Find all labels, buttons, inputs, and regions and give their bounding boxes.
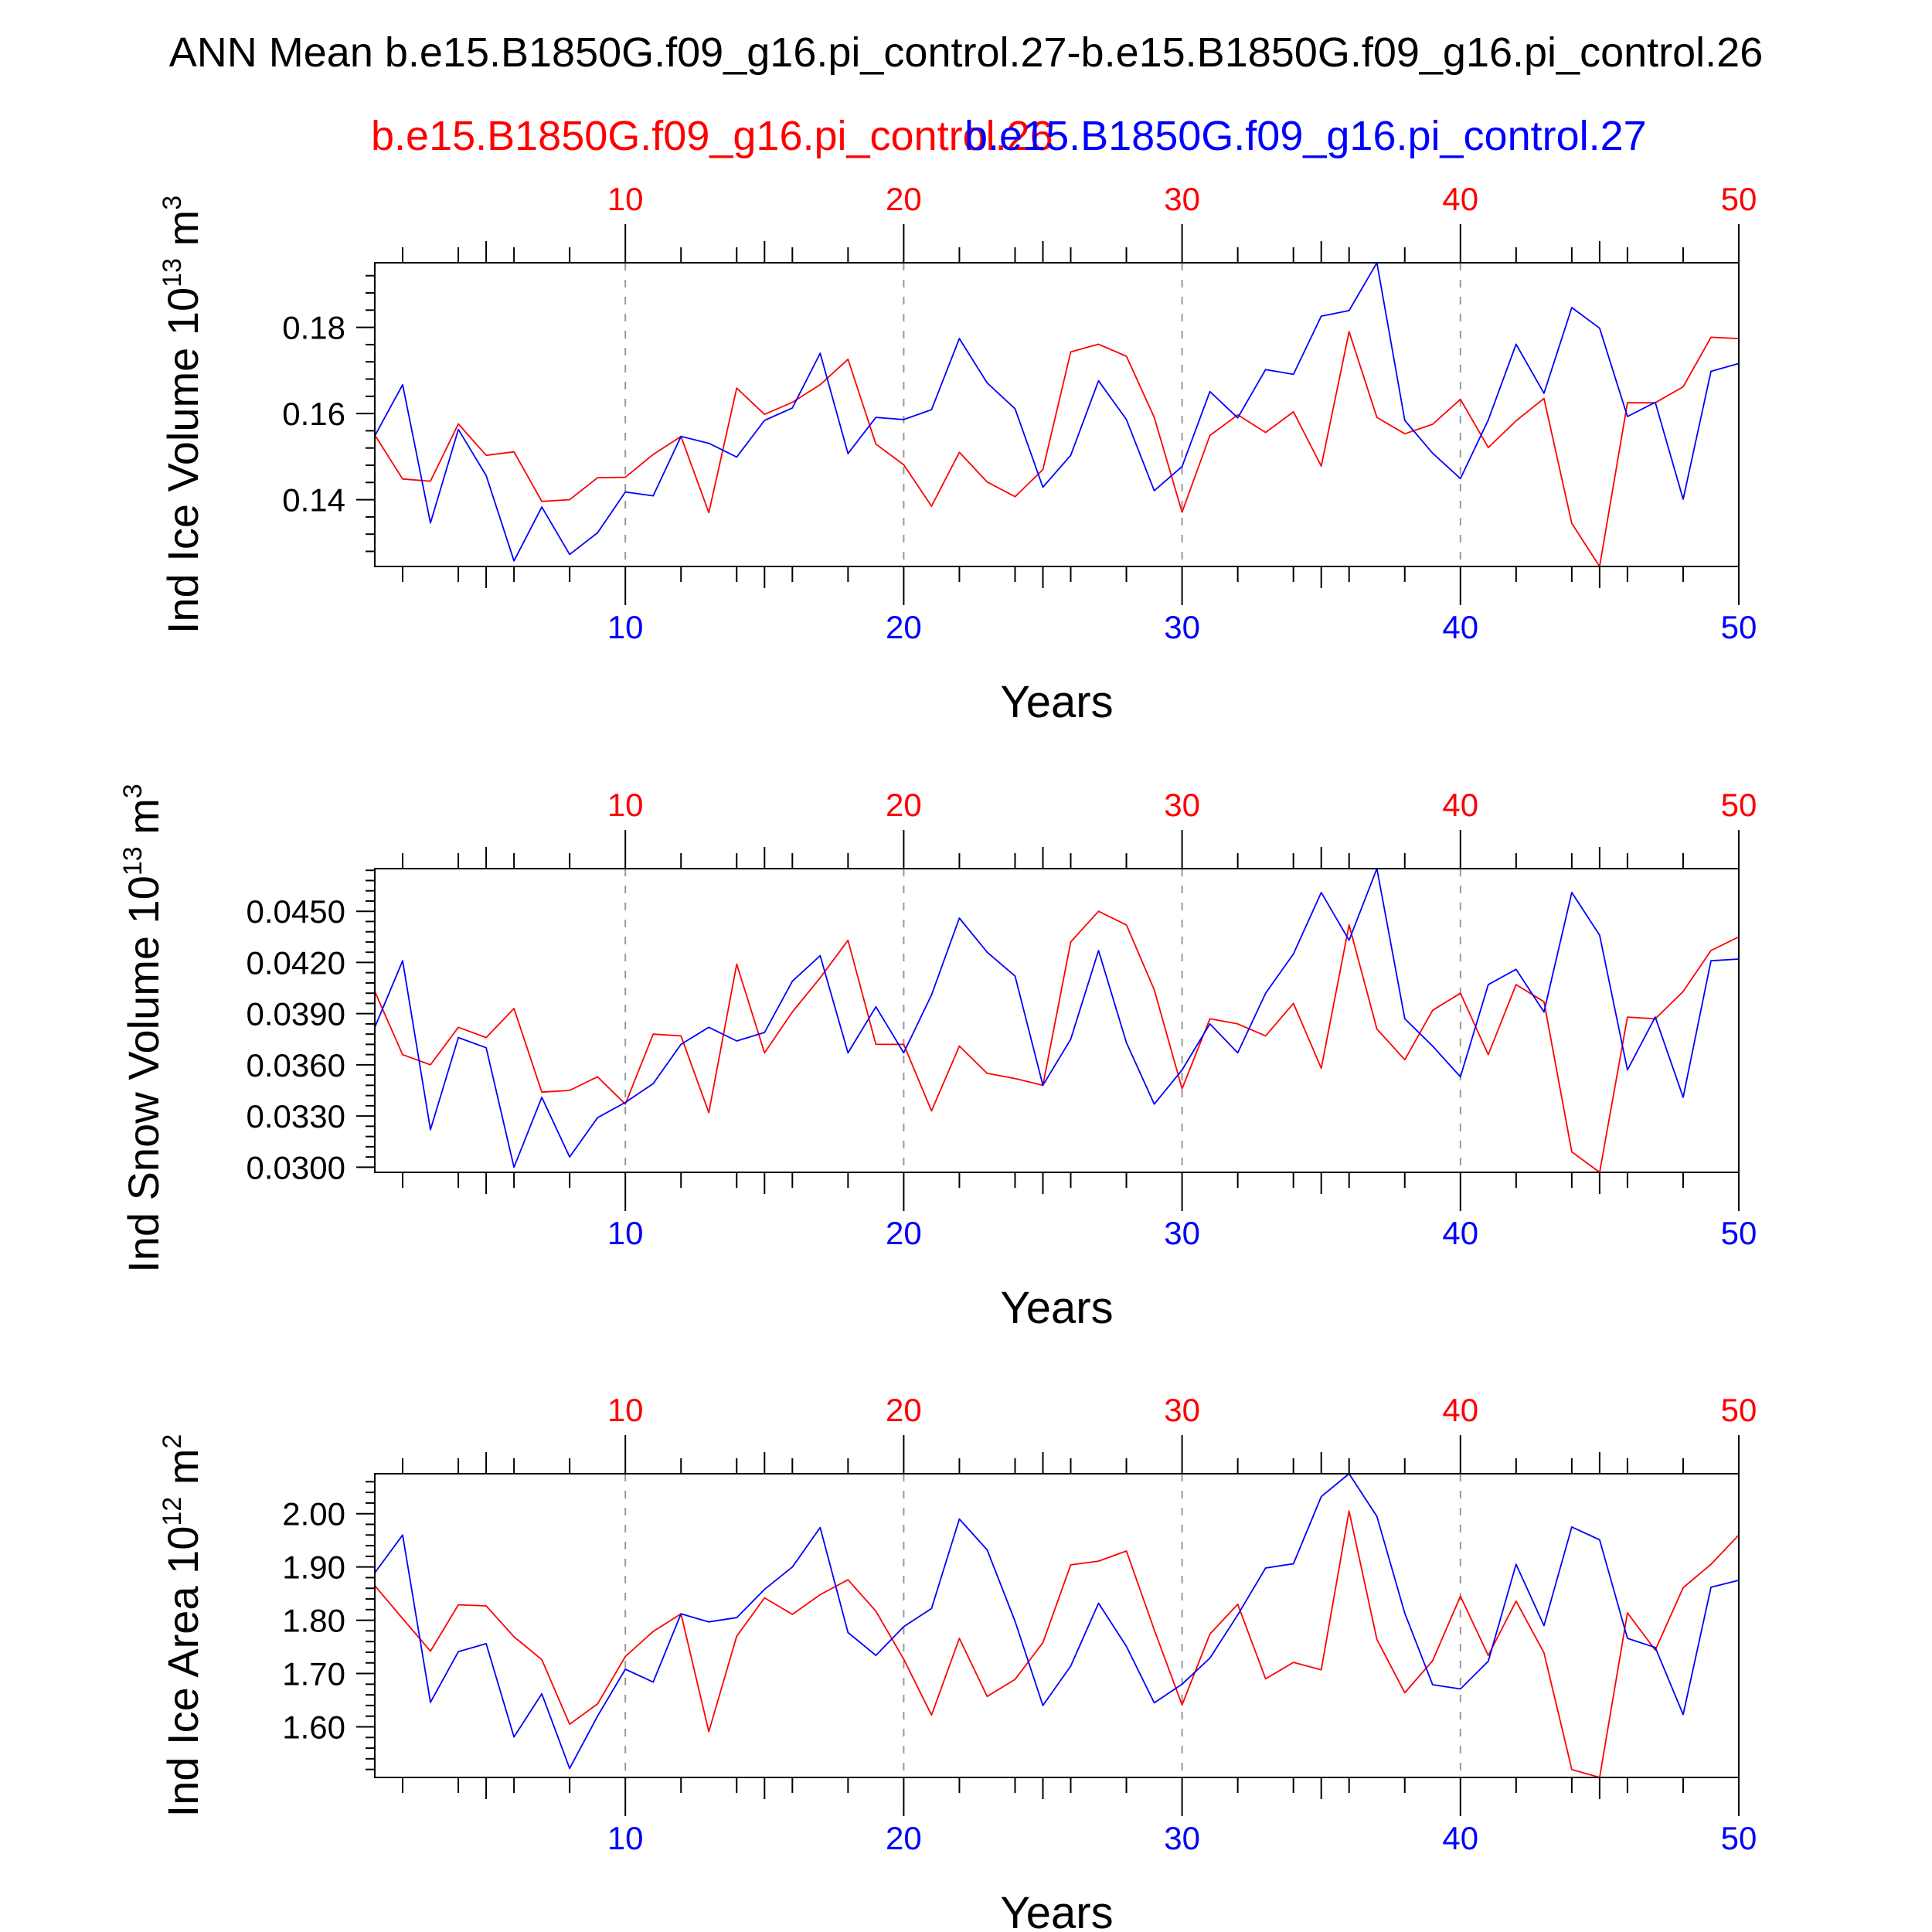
x-tick-label-top: 20 <box>886 181 922 217</box>
y-tick-label: 0.0330 <box>247 1098 345 1134</box>
y-tick-label: 0.0360 <box>247 1047 345 1083</box>
y-axis-label-main: Ind Snow Volume 10 <box>119 876 168 1273</box>
x-tick-label-bottom: 40 <box>1442 1215 1478 1251</box>
chart-panel-2: 10 10 20 20 30 30 40 40 50 50 0.0300 0.0330 0.0360 0.… <box>118 784 1757 1333</box>
series-line-red <box>374 910 1740 1173</box>
x-tick-label-bottom: 20 <box>886 1820 922 1856</box>
y-tick-label: 2.00 <box>282 1496 345 1532</box>
x-tick-label-top: 20 <box>886 1392 922 1428</box>
y-tick-label: 1.80 <box>282 1603 345 1639</box>
x-tick-label-top: 50 <box>1721 787 1757 823</box>
x-tick-label-top: 10 <box>607 181 644 217</box>
x-tick-label-bottom: 50 <box>1721 1215 1757 1251</box>
x-tick-label-bottom: 10 <box>607 1820 644 1856</box>
plot-frame <box>374 262 1740 567</box>
y-tick-label: 0.0300 <box>247 1149 345 1185</box>
y-axis-label-unit-exp: 3 <box>158 196 187 210</box>
x-axis-label: Years <box>1000 677 1113 727</box>
x-tick-label-bottom: 10 <box>607 609 644 645</box>
x-axis-label: Years <box>1000 1283 1113 1333</box>
series-line-blue <box>374 262 1740 562</box>
chart-panel-1: 10 10 20 20 30 30 40 40 50 50 0.14 0.16 0.18 Years Ind… <box>158 181 1757 727</box>
plot-frame <box>374 868 1740 1173</box>
y-tick-label: 0.0450 <box>247 893 345 930</box>
x-tick-label-bottom: 30 <box>1164 609 1200 645</box>
x-tick-label-bottom: 30 <box>1164 1820 1200 1856</box>
x-tick-label-bottom: 10 <box>607 1215 644 1251</box>
y-axis-label-exp: 12 <box>158 1497 187 1526</box>
x-tick-label-top: 50 <box>1721 181 1757 217</box>
y-tick-label: 0.0420 <box>247 944 345 981</box>
legend-blue-label: b.e15.B1850G.f09_g16.pi_control.27 <box>964 113 1647 159</box>
x-tick-label-top: 10 <box>607 787 644 823</box>
x-tick-label-top: 30 <box>1164 787 1200 823</box>
y-axis-label-exp: 13 <box>158 258 187 287</box>
y-axis-label-main: Ind Ice Volume 10 <box>158 287 207 634</box>
x-tick-label-bottom: 20 <box>886 1215 922 1251</box>
x-tick-label-top: 20 <box>886 787 922 823</box>
y-axis-label-unit: m <box>158 210 207 258</box>
x-tick-label-top: 40 <box>1442 1392 1478 1428</box>
x-tick-label-top: 40 <box>1442 787 1478 823</box>
y-axis-label-main: Ind Ice Area 10 <box>158 1526 207 1818</box>
x-tick-label-bottom: 50 <box>1721 609 1757 645</box>
x-tick-label-top: 30 <box>1164 181 1200 217</box>
series-line-blue <box>374 1473 1740 1770</box>
y-tick-label: 0.0390 <box>247 996 345 1032</box>
series-line-red <box>374 331 1740 567</box>
x-tick-label-top: 40 <box>1442 181 1478 217</box>
y-axis-label-unit: m <box>158 1449 207 1497</box>
series-line-blue <box>374 868 1740 1168</box>
x-tick-label-bottom: 40 <box>1442 1820 1478 1856</box>
x-axis-label: Years <box>1000 1888 1113 1932</box>
x-tick-label-top: 50 <box>1721 1392 1757 1428</box>
y-tick-label: 0.18 <box>282 310 345 346</box>
panels-container: 10 10 20 20 30 30 40 40 50 50 0.14 0.16 0.18 Years Ind… <box>118 181 1757 1932</box>
figure-title: ANN Mean b.e15.B1850G.f09_g16.pi_control… <box>169 29 1763 76</box>
x-tick-label-bottom: 40 <box>1442 609 1478 645</box>
y-axis-label: Ind Snow Volume 1013 m3 <box>118 784 168 1273</box>
series-line-red <box>374 1510 1740 1778</box>
legend-red-label: b.e15.B1850G.f09_g16.pi_control.26 <box>371 113 1053 159</box>
x-tick-label-top: 10 <box>607 1392 644 1428</box>
y-tick-label: 1.90 <box>282 1549 345 1586</box>
x-tick-label-bottom: 50 <box>1721 1820 1757 1856</box>
x-tick-label-bottom: 30 <box>1164 1215 1200 1251</box>
y-tick-label: 1.60 <box>282 1709 345 1746</box>
y-axis-label-exp: 13 <box>118 846 148 876</box>
y-tick-label: 0.16 <box>282 396 345 432</box>
x-tick-label-top: 30 <box>1164 1392 1200 1428</box>
y-tick-label: 0.14 <box>282 482 345 519</box>
y-axis-label: Ind Ice Volume 1013 m3 <box>158 196 207 634</box>
plot-frame <box>374 1473 1740 1778</box>
x-tick-label-bottom: 20 <box>886 609 922 645</box>
y-axis-label-unit-exp: 2 <box>158 1434 187 1449</box>
y-axis-label-unit-exp: 3 <box>118 784 148 798</box>
chart-panel-3: 10 10 20 20 30 30 40 40 50 50 1.60 1.70 1.80 1.90 2.00… <box>158 1392 1757 1932</box>
y-axis-label-unit: m <box>119 798 168 846</box>
y-axis-label: Ind Ice Area 1012 m2 <box>158 1434 207 1818</box>
y-tick-label: 1.70 <box>282 1656 345 1692</box>
